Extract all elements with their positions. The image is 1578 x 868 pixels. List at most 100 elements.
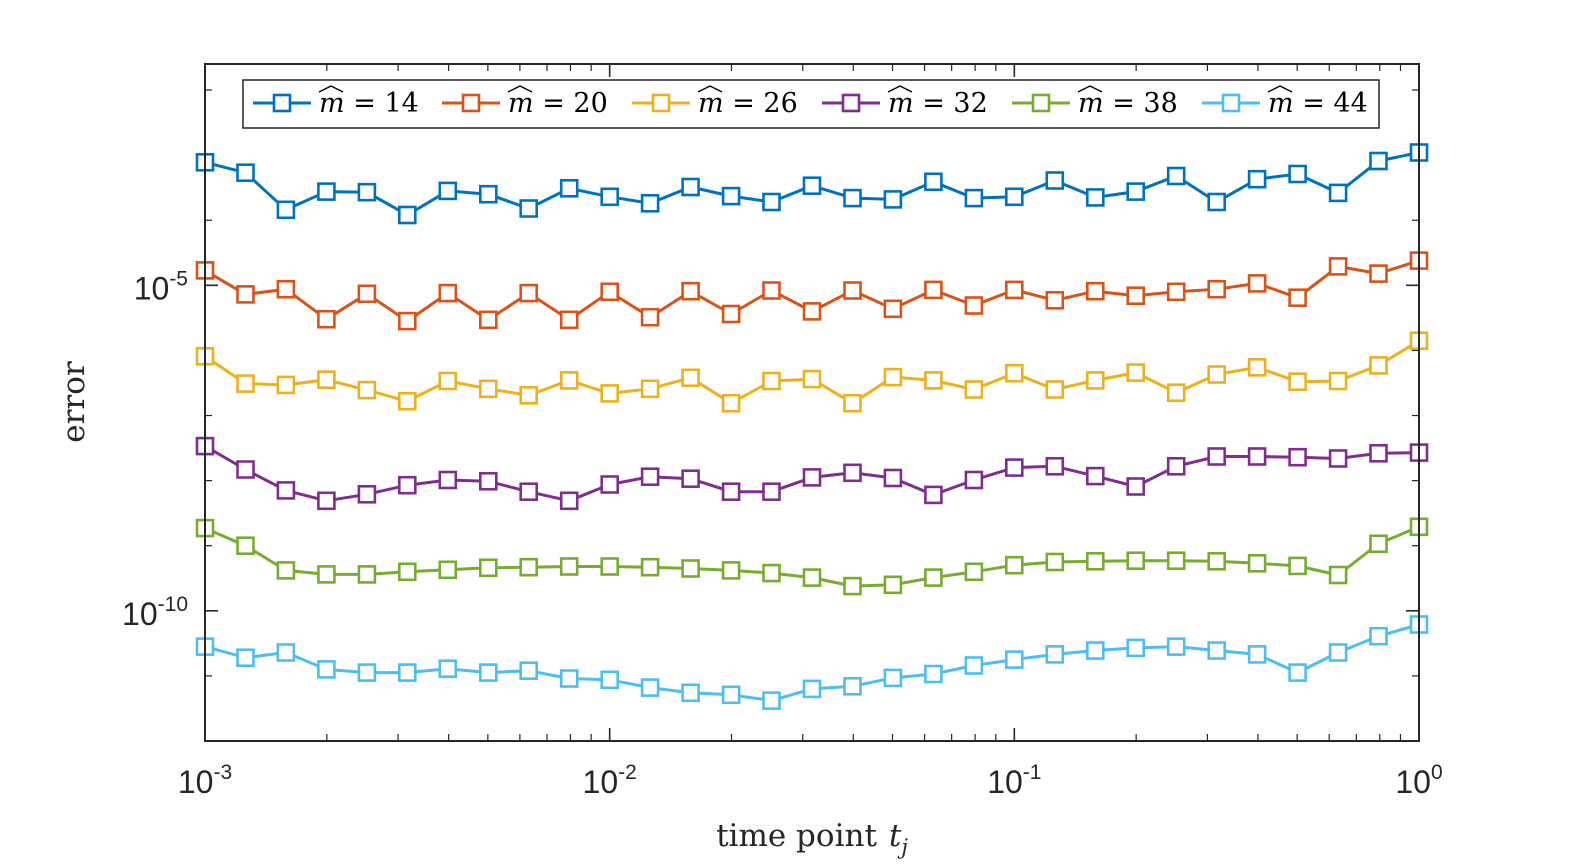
data-point bbox=[1126, 286, 1145, 306]
x-tick-label-exponent: -3 bbox=[213, 761, 232, 784]
data-point bbox=[883, 575, 903, 595]
data-point bbox=[478, 663, 498, 682]
x-tick-label-base: 10 bbox=[1395, 764, 1431, 800]
y-axis-title: error bbox=[56, 361, 92, 443]
legend-label-value: = 14 bbox=[345, 88, 419, 119]
data-point bbox=[1004, 555, 1024, 575]
legend-swatch-marker bbox=[461, 93, 481, 113]
legend-label: m = 44 bbox=[1268, 88, 1368, 119]
legend-label-var: m bbox=[1078, 88, 1104, 119]
data-point bbox=[478, 310, 498, 330]
legend-item: m = 26 bbox=[632, 85, 798, 119]
data-point bbox=[1045, 552, 1065, 572]
data-point bbox=[357, 663, 377, 682]
data-point bbox=[559, 491, 579, 511]
data-point bbox=[276, 643, 296, 662]
x-tick-label: 10-2 bbox=[583, 761, 637, 800]
legend-item: m = 20 bbox=[442, 85, 608, 119]
data-point bbox=[802, 679, 822, 699]
data-point bbox=[397, 663, 417, 682]
series-2 bbox=[195, 251, 1429, 331]
data-point bbox=[640, 194, 660, 213]
legend-item: m = 32 bbox=[822, 85, 988, 119]
legend-label-value: = 20 bbox=[534, 88, 608, 119]
data-point bbox=[1247, 357, 1267, 377]
data-point bbox=[640, 467, 660, 487]
data-point bbox=[681, 281, 700, 301]
data-point bbox=[1166, 551, 1186, 571]
data-point bbox=[478, 379, 498, 399]
legend-hat-accent bbox=[507, 85, 533, 93]
data-point bbox=[600, 475, 620, 494]
data-point bbox=[1086, 281, 1105, 301]
data-point bbox=[1207, 279, 1226, 299]
data-point bbox=[397, 391, 417, 411]
data-point bbox=[478, 184, 498, 204]
legend-item: m = 44 bbox=[1202, 85, 1368, 119]
data-point bbox=[519, 385, 539, 405]
legend-hat-accent bbox=[887, 85, 913, 93]
data-point bbox=[843, 676, 862, 696]
legend-label: m = 20 bbox=[508, 88, 608, 119]
x-tick-label: 100 bbox=[1395, 761, 1442, 800]
data-point bbox=[357, 380, 377, 400]
series-6 bbox=[195, 615, 1429, 710]
data-point bbox=[964, 380, 984, 399]
data-point bbox=[802, 369, 822, 389]
data-point bbox=[1288, 663, 1307, 682]
data-point bbox=[397, 562, 417, 582]
data-point bbox=[1207, 551, 1226, 571]
x-tick-label: 10-1 bbox=[987, 761, 1041, 800]
legend-hat-accent bbox=[697, 85, 723, 93]
data-point bbox=[1288, 372, 1307, 392]
x-axis-title-text: time point bbox=[716, 818, 877, 854]
data-point bbox=[762, 281, 781, 300]
data-point bbox=[317, 491, 336, 511]
data-point bbox=[640, 678, 660, 697]
data-point bbox=[721, 304, 741, 324]
data-point bbox=[519, 482, 539, 502]
data-point bbox=[1328, 371, 1348, 391]
data-point bbox=[1126, 638, 1145, 658]
major-ticks bbox=[204, 64, 1420, 741]
data-point bbox=[478, 558, 498, 578]
data-point bbox=[559, 310, 579, 330]
data-point bbox=[276, 561, 296, 580]
data-point bbox=[843, 463, 862, 483]
data-point bbox=[1086, 641, 1105, 660]
data-point bbox=[600, 557, 620, 576]
data-point bbox=[1126, 551, 1145, 571]
data-point bbox=[1045, 171, 1065, 190]
data-point bbox=[843, 281, 862, 300]
data-point bbox=[802, 468, 822, 487]
data-point bbox=[397, 205, 417, 225]
data-point bbox=[1004, 363, 1024, 383]
legend-box bbox=[242, 79, 1380, 129]
data-point bbox=[519, 283, 539, 303]
data-point bbox=[924, 280, 943, 300]
data-point bbox=[681, 368, 700, 388]
data-point bbox=[438, 283, 458, 303]
data-point bbox=[317, 182, 336, 201]
data-point bbox=[559, 669, 579, 688]
data-point bbox=[762, 192, 781, 212]
data-point bbox=[883, 367, 903, 387]
data-point bbox=[1369, 356, 1388, 375]
data-point bbox=[236, 374, 255, 393]
data-point bbox=[681, 559, 700, 578]
series-3 bbox=[195, 331, 1429, 413]
data-point bbox=[438, 560, 458, 580]
legend-label: m = 14 bbox=[319, 88, 419, 119]
x-axis-title-sub: j bbox=[897, 835, 908, 859]
data-point bbox=[1126, 477, 1145, 496]
data-point bbox=[397, 475, 417, 495]
data-point bbox=[640, 307, 660, 327]
data-point bbox=[1166, 166, 1186, 186]
data-point bbox=[762, 482, 781, 502]
plot-background bbox=[205, 64, 1419, 741]
data-point bbox=[357, 565, 377, 584]
legend-swatch-marker bbox=[272, 93, 292, 113]
data-point bbox=[681, 177, 700, 197]
data-point bbox=[1166, 383, 1186, 403]
y-tick-label-exponent: -10 bbox=[158, 593, 188, 616]
